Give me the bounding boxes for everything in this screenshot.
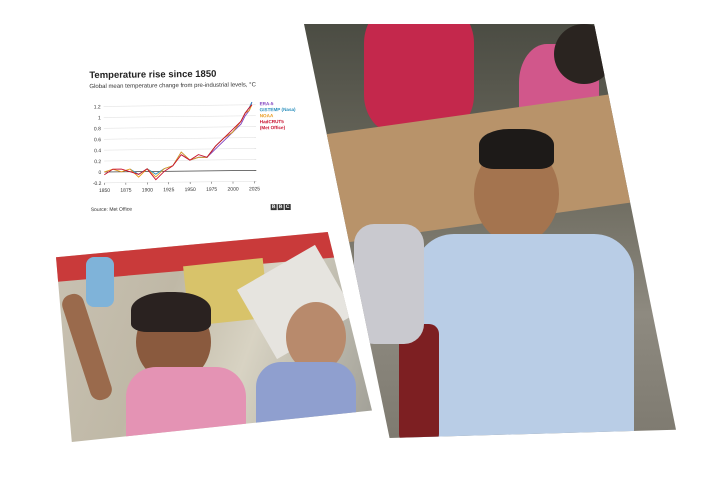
legend-entry: GISTEMP (Nasa) (260, 107, 296, 112)
legend-entry: (Met Office) (260, 125, 286, 130)
x-tick-label: 1850 (99, 188, 110, 194)
x-tick-label: 1975 (206, 187, 217, 193)
chart-source: Source: Met Office (90, 206, 133, 214)
photo-region-raised-arm (59, 291, 115, 403)
gridline (104, 181, 257, 184)
y-tick-label: 1 (98, 115, 101, 121)
series-line (181, 101, 253, 161)
photo-region-child-hair (479, 129, 554, 169)
photo-region-pink-top (126, 367, 246, 442)
photo-region-background-person (354, 224, 424, 344)
photo-women-shielding-sun (56, 232, 372, 442)
bbc-logo: B B C (270, 203, 291, 211)
y-tick-label: 0.8 (94, 126, 101, 132)
series-line (104, 104, 253, 178)
gridline (103, 137, 256, 140)
x-tick-label: 1925 (163, 187, 174, 193)
legend-entry: ERA-5 (260, 101, 274, 106)
photo-region-woman-hair (131, 292, 211, 332)
y-tick-label: 0.6 (94, 137, 101, 143)
y-tick-label: 1.2 (94, 104, 101, 110)
photo-region-girl-face (286, 302, 346, 372)
photo-region-hair (554, 24, 614, 84)
bbc-logo-block: B (270, 204, 277, 211)
chart-card: Temperature rise since 1850 Global mean … (83, 62, 301, 222)
series-line (104, 104, 253, 181)
x-tick-label: 2025 (249, 186, 260, 192)
gridline (103, 126, 256, 129)
x-tick-label: 1900 (142, 187, 153, 193)
y-tick-label: -0.2 (93, 181, 102, 187)
x-tick-label: 1950 (185, 187, 196, 193)
x-tick-label: 1875 (120, 188, 131, 194)
chart-title: Temperature rise since 1850 (89, 68, 217, 82)
y-tick-label: 0.4 (94, 148, 101, 154)
gridline (103, 115, 256, 118)
photo-region-water-bottle (86, 257, 114, 307)
y-tick-label: 0.2 (94, 159, 101, 165)
bbc-logo-block: C (284, 203, 291, 211)
gridline (104, 159, 257, 162)
y-tick-label: 0 (99, 170, 102, 176)
bbc-logo-block: B (277, 204, 284, 211)
legend-entry: HadCRUT5 (260, 119, 284, 124)
gridline (104, 148, 257, 151)
photo-region-cardboard (317, 93, 631, 245)
photo-region-blue-shirt (414, 234, 634, 438)
photo-region-blue-top (256, 362, 356, 442)
x-tick-label: 2000 (227, 187, 238, 193)
gridline (103, 104, 256, 107)
legend-entry: NOAA (260, 113, 274, 118)
